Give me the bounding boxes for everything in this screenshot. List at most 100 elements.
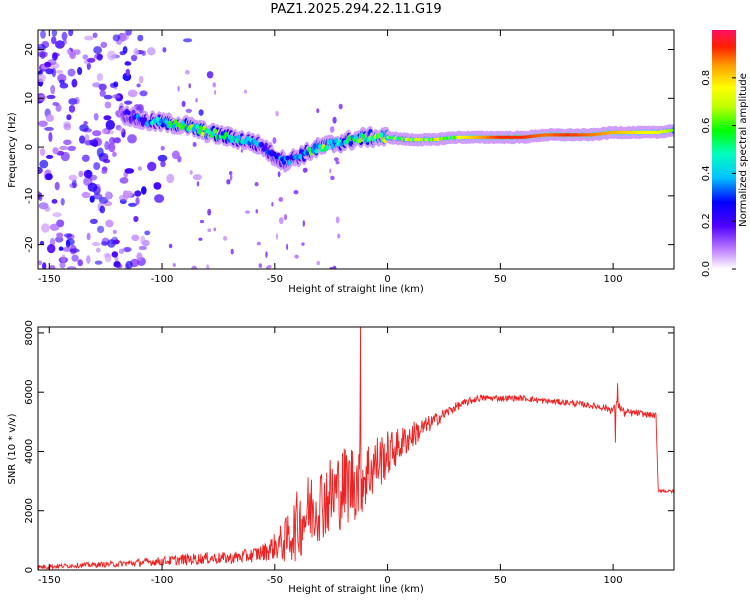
scatter-dot (334, 157, 339, 162)
noise-blob (39, 240, 45, 245)
snr-frame (37, 326, 675, 571)
scatter-dot (240, 149, 243, 153)
scatter-dot (229, 173, 233, 181)
noise-blob (154, 194, 165, 203)
scatter-dot (258, 263, 262, 268)
ridge-core (379, 132, 384, 138)
ridge-core (263, 145, 268, 151)
ridge-core (179, 125, 183, 131)
noise-blob (78, 170, 84, 178)
colorbar-tick-label: 0.2 (701, 213, 712, 229)
noise-blob (136, 105, 143, 111)
noise-blob (45, 173, 53, 181)
scatter-dot (335, 160, 340, 165)
noise-blob (166, 173, 175, 184)
noise-blob (63, 233, 73, 238)
noise-blob (39, 159, 49, 169)
spectrogram-y-axis-title: Frequency (Hz) (7, 112, 18, 188)
scatter-dot (301, 242, 305, 246)
scatter-dot (195, 98, 198, 103)
noise-blob (68, 105, 76, 113)
noise-blob (98, 83, 107, 91)
ridge-core (195, 124, 200, 129)
noise-blob (77, 67, 83, 75)
y-tick-label: 20 (24, 43, 35, 56)
ridge-core (281, 159, 286, 165)
noise-blob (96, 53, 103, 61)
noise-blob (103, 94, 113, 100)
noise-blob (139, 90, 148, 97)
noise-blob (62, 247, 72, 252)
noise-blob (83, 121, 88, 125)
noise-blob (97, 225, 105, 234)
ridge-core (312, 144, 317, 150)
ridge-core (671, 128, 674, 132)
noise-blob (86, 62, 91, 70)
ridge-core (325, 145, 330, 151)
noise-blob (191, 265, 197, 269)
noise-blob (99, 205, 106, 214)
scatter-dot (207, 208, 212, 216)
noise-blob (38, 94, 46, 101)
scatter-dot (335, 216, 340, 224)
noise-blob (124, 61, 132, 66)
x-tick-label: 50 (494, 575, 507, 586)
noise-blob (66, 114, 72, 121)
noise-blob (77, 259, 83, 267)
noise-blob (74, 97, 80, 105)
noise-blob (93, 113, 99, 121)
noise-blob (125, 30, 132, 36)
scatter-dot (177, 85, 180, 92)
y-tick-label: 0 (24, 567, 35, 573)
noise-blob (96, 147, 104, 158)
scatter-dot (271, 202, 274, 207)
noise-blob (87, 57, 96, 63)
noise-blob (52, 52, 58, 61)
noise-blob (87, 182, 98, 192)
noise-blob (61, 254, 66, 264)
noise-blob (67, 145, 76, 152)
snr-y-axis-title: SNR (10 * v/v) (7, 413, 18, 484)
x-tick-label: -50 (267, 274, 283, 285)
noise-blob (94, 260, 103, 265)
noise-blob (105, 219, 114, 228)
scatter-dot (168, 243, 173, 249)
scatter-dot (223, 235, 228, 241)
noise-blob (141, 186, 147, 195)
x-tick-label: 0 (384, 274, 390, 285)
scatter-dot (338, 103, 343, 110)
noise-blob (160, 160, 166, 168)
noise-blob (157, 154, 168, 162)
ridge-core (260, 142, 265, 148)
noise-blob (38, 260, 43, 266)
scatter-dot (196, 181, 200, 187)
noise-blob (198, 109, 204, 116)
noise-blob (69, 248, 80, 253)
noise-blob (103, 115, 112, 121)
noise-blob (44, 61, 52, 68)
noise-blob (57, 73, 67, 83)
noise-blob (104, 140, 110, 151)
noise-blob (136, 83, 141, 88)
noise-blob (93, 46, 102, 55)
noise-blob (44, 126, 54, 131)
noise-blob (138, 245, 147, 251)
noise-blob (162, 47, 167, 53)
noise-blob (112, 229, 117, 234)
noise-blob (65, 238, 75, 246)
scatter-dot (256, 241, 261, 246)
noise-blob (39, 51, 46, 59)
x-tick-label: 50 (494, 274, 507, 285)
scatter-dot (337, 233, 341, 239)
noise-blob (124, 100, 133, 105)
scatter-dot (206, 264, 210, 269)
noise-blob (63, 123, 72, 131)
noise-blob (104, 253, 112, 263)
noise-blob (112, 94, 121, 99)
noise-blob (101, 128, 109, 135)
ridge-core (155, 116, 160, 122)
noise-blob (130, 54, 138, 62)
noise-blob (127, 89, 138, 98)
snr-panel: -150 -100 -50 0 50 100 0 2000 4000 6000 8000 Heigh… (7, 320, 675, 595)
